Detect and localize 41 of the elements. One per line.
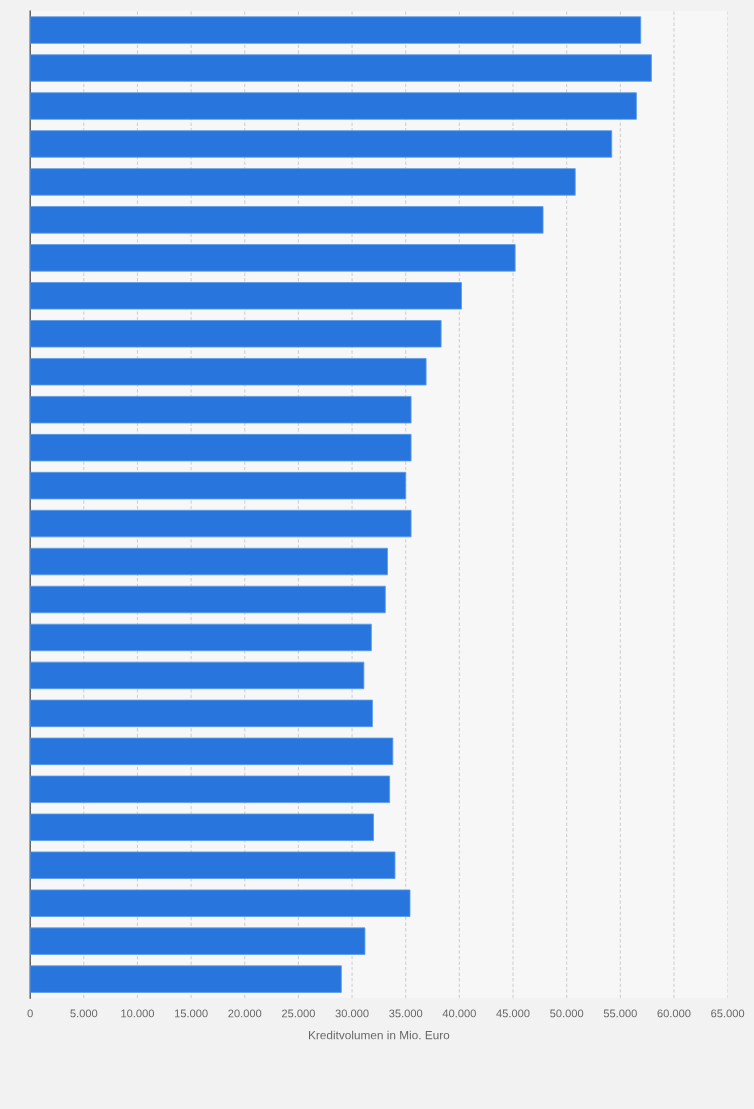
bar [30,395,412,424]
x-tick-label: 20.000 [228,1009,262,1018]
bar [30,547,388,576]
bar [30,320,442,348]
bar [30,927,366,955]
bar [30,851,396,879]
bar [30,813,374,841]
x-tick-label: 15.000 [174,1009,208,1018]
x-tick-label: 35.000 [389,1009,423,1018]
bar [30,282,462,310]
x-tick-label: 40.000 [442,1009,476,1018]
x-tick-label: 55.000 [603,1009,637,1018]
x-tick-label: 0 [27,1009,33,1018]
bar [30,509,412,538]
bar [30,775,391,804]
bar [30,889,411,917]
bar [30,737,394,766]
bar [30,130,613,158]
bar [30,623,372,652]
x-tick-label: 10.000 [121,1009,155,1018]
x-tick-label: 50.000 [550,1009,584,1018]
bar [30,92,637,120]
bar [30,661,365,690]
bar [30,244,516,272]
bar [30,585,386,614]
x-tick-label: 65.000 [711,1009,745,1018]
x-tick-label: 5.000 [70,1009,98,1018]
bar [30,471,407,500]
x-tick-label: 60.000 [657,1009,691,1018]
bar [30,206,544,234]
x-axis-title: Kreditvolumen in Mio. Euro [308,1030,450,1040]
x-tick-label: 30.000 [335,1009,369,1018]
bar [30,358,427,386]
bar [30,433,412,462]
bar [30,699,373,728]
bar [30,16,642,44]
bar [30,168,576,196]
x-tick-label: 25.000 [281,1009,315,1018]
bar [30,965,342,993]
x-tick-label: 45.000 [496,1009,530,1018]
bar [30,54,652,82]
